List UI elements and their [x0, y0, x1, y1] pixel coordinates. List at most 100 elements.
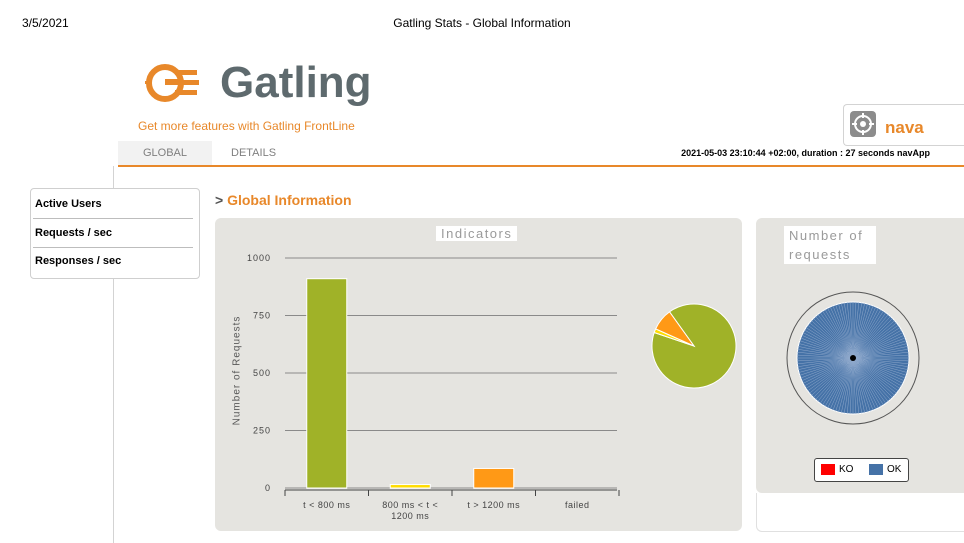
- pie-segment-line: [852, 357, 904, 384]
- pie-segment-line: [852, 337, 906, 359]
- pie-segment-line: [805, 327, 854, 359]
- pie-segment-line: [852, 343, 908, 359]
- pie-segment-line: [797, 348, 854, 359]
- pie-center: [850, 355, 856, 361]
- pie-segment-line: [798, 343, 854, 359]
- sidebar-menu: [30, 188, 200, 279]
- tab-bar: [118, 141, 964, 167]
- pie-segment-line: [832, 357, 854, 411]
- pie-segment-line: [852, 357, 899, 392]
- pie-segment-line: [815, 316, 854, 359]
- pie-segment-line: [829, 357, 854, 410]
- x-tick-label: t > 1200 ms: [467, 500, 520, 510]
- pie-segment-line: [824, 309, 854, 359]
- target-icon: [850, 111, 876, 137]
- pie-segment-line: [852, 302, 857, 359]
- pie-segment-line: [802, 357, 854, 384]
- pie-segment-line: [852, 351, 909, 359]
- pie-segment-line: [852, 307, 879, 359]
- pie-segment-line: [804, 329, 854, 359]
- pie-segment-line: [824, 357, 854, 407]
- pie-segment-line: [852, 357, 871, 412]
- legend-ok-label[interactable]: OK: [887, 464, 902, 475]
- pie-segment-line: [838, 357, 854, 413]
- frontline-link[interactable]: Get more features with Gatling FrontLine: [138, 119, 355, 133]
- legend-ko-swatch[interactable]: [821, 464, 835, 475]
- pie-segment-line: [852, 357, 908, 370]
- brand-name: Gatling: [220, 58, 372, 107]
- sidebar-item-requests-sec[interactable]: Requests / sec: [35, 227, 113, 239]
- legend-ko-label[interactable]: KO: [839, 464, 854, 475]
- section-marker: >: [215, 192, 224, 208]
- pie-segment-line: [852, 357, 889, 402]
- panel-footer: [756, 493, 964, 532]
- requests-legend: KO OK: [814, 458, 909, 482]
- pie-segment-line: [852, 357, 907, 376]
- pie-segment-line: [852, 357, 863, 414]
- pie-segment-line: [805, 357, 854, 389]
- pie-segment-line: [843, 302, 854, 359]
- pie-segment-line: [852, 316, 891, 359]
- pie-segment-line: [852, 357, 906, 379]
- pie-segment-line: [852, 304, 871, 359]
- pie-segment-line: [852, 357, 905, 382]
- pie-segment-line: [852, 357, 877, 410]
- sidebar-item-active-users[interactable]: Active Users: [35, 198, 102, 210]
- pie-segment-line: [852, 357, 865, 413]
- bar[interactable]: [389, 484, 431, 489]
- y-tick-label: 0: [265, 483, 271, 493]
- pie-segment-line: [813, 318, 854, 359]
- tab-global[interactable]: GLOBAL: [118, 141, 212, 165]
- pie-segment-line: [849, 357, 854, 414]
- pie-segment-line: [852, 322, 897, 359]
- content-divider: [113, 166, 114, 543]
- pie-segment-line: [852, 309, 882, 359]
- pie-segment-line: [835, 357, 854, 412]
- pie-segment-line: [811, 357, 854, 396]
- pie-segment-line: [852, 318, 893, 359]
- pie-segment-line: [838, 303, 854, 359]
- print-date: 3/5/2021: [22, 16, 69, 30]
- pie-segment-line: [804, 357, 854, 387]
- y-tick-label: 500: [253, 368, 271, 378]
- gatling-logo-icon: [145, 64, 199, 102]
- pie-segment-line: [852, 357, 887, 404]
- bar[interactable]: [306, 278, 348, 489]
- pie-segment-line: [797, 357, 854, 365]
- pie-segment-line: [799, 340, 854, 359]
- bar[interactable]: [473, 467, 515, 489]
- pie-segment-line: [852, 357, 879, 409]
- tab-details[interactable]: DETAILS: [231, 147, 277, 159]
- pie-segment-line: [827, 357, 854, 409]
- pie-segment-line: [817, 314, 854, 359]
- pie-segment-line: [852, 357, 909, 362]
- pie-segment-line: [807, 324, 854, 359]
- pie-segment-line: [819, 312, 854, 359]
- pie-segment-line: [852, 357, 868, 413]
- x-tick-label: 800 ms < t <: [382, 500, 438, 510]
- pie-segment-line: [852, 312, 887, 359]
- pie-segment-line: [809, 322, 854, 359]
- pie-segment-line: [797, 351, 854, 359]
- pie-segment-line: [835, 304, 854, 359]
- simulation-name: nava: [885, 118, 924, 137]
- pie-segment-line: [852, 303, 868, 359]
- pie-segment-line: [852, 357, 891, 400]
- pie-segment-line: [846, 302, 854, 359]
- pie-slice[interactable]: [654, 311, 696, 348]
- pie-segment-line: [822, 310, 854, 359]
- pie-segment-line: [822, 357, 854, 406]
- pie-segment-line: [852, 314, 889, 359]
- section-title-text: Global Information: [227, 192, 352, 208]
- pie-segment-line: [809, 357, 854, 394]
- legend-ok-swatch[interactable]: [869, 464, 883, 475]
- pie-segment-line: [841, 357, 854, 413]
- pie-segment-line: [813, 357, 854, 398]
- pie-segment-line: [832, 305, 854, 359]
- sidebar-item-responses-sec[interactable]: Responses / sec: [35, 255, 122, 267]
- pie-segment-line: [852, 357, 874, 411]
- pie-segment-line: [852, 332, 904, 359]
- pie-segment-line: [852, 357, 857, 414]
- pie-segment-line: [852, 303, 865, 359]
- pie-segment-line: [852, 327, 901, 359]
